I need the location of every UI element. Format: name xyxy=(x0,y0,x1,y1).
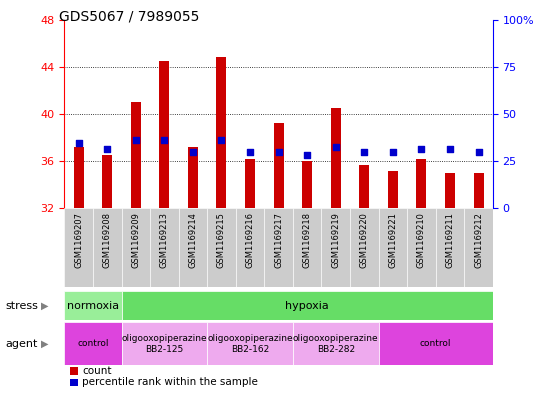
Point xyxy=(302,152,311,158)
Bar xyxy=(217,57,226,208)
Point xyxy=(160,137,169,143)
Point xyxy=(245,149,254,155)
Bar xyxy=(64,208,93,287)
Bar xyxy=(331,108,340,208)
Point xyxy=(188,149,198,155)
Bar xyxy=(131,102,141,208)
Text: GDS5067 / 7989055: GDS5067 / 7989055 xyxy=(59,10,199,24)
Text: GSM1169217: GSM1169217 xyxy=(274,212,283,268)
Bar xyxy=(302,161,312,208)
Bar xyxy=(293,322,379,365)
Text: GSM1169215: GSM1169215 xyxy=(217,212,226,268)
Text: oligooxopiperazine
BB2-125: oligooxopiperazine BB2-125 xyxy=(122,334,207,354)
Bar xyxy=(122,291,493,320)
Point xyxy=(103,146,112,152)
Point xyxy=(131,137,140,143)
Bar xyxy=(74,147,83,208)
Text: GSM1169216: GSM1169216 xyxy=(245,212,255,268)
Text: GSM1169211: GSM1169211 xyxy=(445,212,455,268)
Text: GSM1169209: GSM1169209 xyxy=(131,212,141,268)
Text: oligooxopiperazine
BB2-282: oligooxopiperazine BB2-282 xyxy=(293,334,379,354)
Bar xyxy=(436,208,464,287)
Bar xyxy=(360,165,369,208)
Text: GSM1169212: GSM1169212 xyxy=(474,212,483,268)
Text: stress: stress xyxy=(6,301,39,310)
Point xyxy=(217,137,226,143)
Text: GSM1169208: GSM1169208 xyxy=(102,212,112,268)
Text: GSM1169207: GSM1169207 xyxy=(74,212,83,268)
Text: GSM1169220: GSM1169220 xyxy=(360,212,369,268)
Bar xyxy=(64,322,122,365)
Point xyxy=(417,146,426,152)
Text: ▶: ▶ xyxy=(41,301,48,310)
Text: hypoxia: hypoxia xyxy=(285,301,329,310)
Bar xyxy=(293,208,321,287)
Bar xyxy=(64,291,122,320)
Point xyxy=(446,146,455,152)
Text: GSM1169218: GSM1169218 xyxy=(302,212,312,268)
Bar xyxy=(236,208,264,287)
Point xyxy=(360,149,368,155)
Text: control: control xyxy=(77,340,109,348)
Bar xyxy=(188,147,198,208)
Bar xyxy=(445,173,455,208)
Bar xyxy=(350,208,379,287)
Point xyxy=(474,149,483,155)
Point xyxy=(388,149,397,155)
Bar xyxy=(321,208,350,287)
Bar xyxy=(388,171,398,208)
Bar xyxy=(274,123,283,208)
Bar xyxy=(102,155,112,208)
Text: control: control xyxy=(420,340,451,348)
Text: oligooxopiperazine
BB2-162: oligooxopiperazine BB2-162 xyxy=(207,334,293,354)
Text: count: count xyxy=(82,366,112,376)
Bar xyxy=(379,322,493,365)
Bar xyxy=(207,208,236,287)
Bar xyxy=(474,173,483,208)
Bar xyxy=(122,208,150,287)
Bar xyxy=(179,208,207,287)
Bar xyxy=(264,208,293,287)
Bar xyxy=(464,208,493,287)
Bar xyxy=(122,322,207,365)
Bar xyxy=(207,322,293,365)
Bar xyxy=(245,159,255,208)
Text: GSM1169213: GSM1169213 xyxy=(160,212,169,268)
Point xyxy=(74,140,83,147)
Bar xyxy=(379,208,407,287)
Bar xyxy=(417,159,426,208)
Text: GSM1169221: GSM1169221 xyxy=(388,212,398,268)
Text: percentile rank within the sample: percentile rank within the sample xyxy=(82,377,258,387)
Text: normoxia: normoxia xyxy=(67,301,119,310)
Text: GSM1169210: GSM1169210 xyxy=(417,212,426,268)
Bar xyxy=(407,208,436,287)
Bar xyxy=(160,61,169,208)
Text: agent: agent xyxy=(6,339,38,349)
Point xyxy=(331,144,340,150)
Point xyxy=(274,149,283,155)
Bar xyxy=(93,208,122,287)
Text: GSM1169214: GSM1169214 xyxy=(188,212,198,268)
Bar xyxy=(150,208,179,287)
Text: GSM1169219: GSM1169219 xyxy=(331,212,340,268)
Text: ▶: ▶ xyxy=(41,339,48,349)
